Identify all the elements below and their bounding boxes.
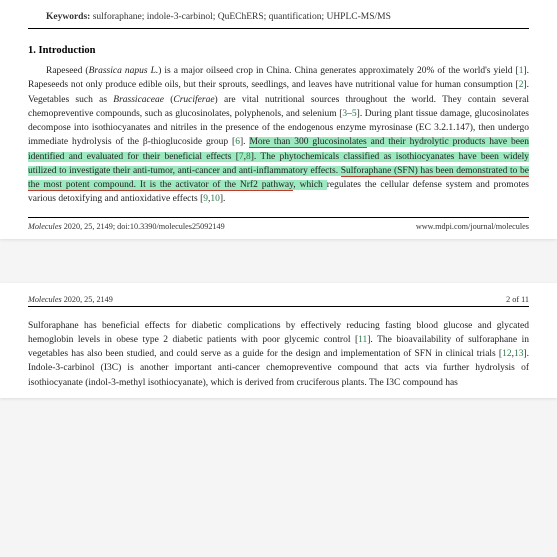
page-header: Molecules 2020, 25, 2149 2 of 11 [28,295,529,304]
footer-doi: 2020, 25, 2149; doi:10.3390/molecules250… [62,222,225,231]
keywords-line: Keywords: sulforaphane; indole-3-carbino… [28,12,529,22]
citation-12[interactable]: 12 [502,349,512,359]
section-number: 1. [28,45,36,56]
journal-name: Molecules [28,222,62,231]
page-1: Keywords: sulforaphane; indole-3-carbino… [0,0,557,239]
separator-top [28,28,529,29]
page-number: 2 of 11 [506,295,529,304]
family-name-alt: Cruciferae [173,95,214,105]
species-name: Brassica napus L. [89,66,159,76]
text: ]. [220,194,226,204]
journal-name: Molecules [28,295,62,304]
footer-citation: Molecules 2020, 25, 2149; doi:10.3390/mo… [28,222,225,231]
highlight-text: , which [293,180,326,190]
header-citation: Molecules 2020, 25, 2149 [28,295,113,304]
citation-10[interactable]: 10 [210,194,220,204]
keywords-label: Keywords: [46,12,90,22]
paragraph-2: Sulforaphane has beneficial effects for … [28,319,529,390]
section-title: Introduction [39,45,96,56]
keywords-text: sulforaphane; indole-3-carbinol; QuEChER… [93,12,391,22]
page-gap [0,259,557,283]
underlined-text-1: More than 300 glucosinolates [249,137,366,148]
text: ) is a major oilseed crop in China. Chin… [158,66,518,76]
text: Rapeseed ( [46,66,89,76]
citation-11[interactable]: 11 [358,335,367,345]
page-footer: Molecules 2020, 25, 2149; doi:10.3390/mo… [28,222,529,231]
section-heading: 1. Introduction [28,45,529,56]
footer-separator [28,217,529,218]
footer-url[interactable]: www.mdpi.com/journal/molecules [416,222,529,231]
family-name: Brassicaceae [113,95,164,105]
header-vol: 2020, 25, 2149 [62,295,113,304]
header-separator [28,306,529,307]
page-2: Molecules 2020, 25, 2149 2 of 11 Sulfora… [0,283,557,398]
paragraph-1: Rapeseed (Brassica napus L.) is a major … [28,64,529,207]
text: ( [164,95,173,105]
